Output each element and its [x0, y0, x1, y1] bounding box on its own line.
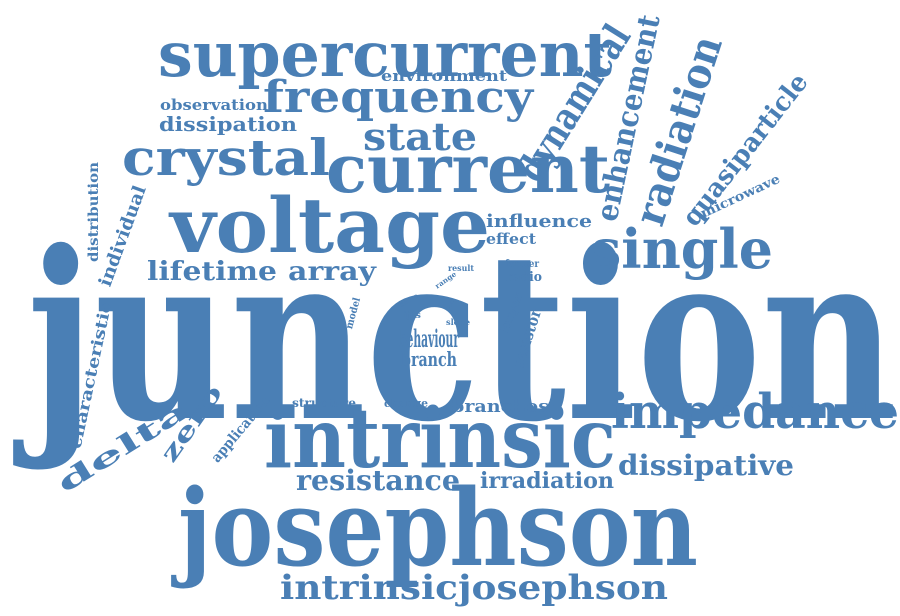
word-delta: behaviour: [399, 324, 459, 353]
word-branches: branches: [451, 397, 549, 417]
word-influence: influence: [486, 211, 592, 232]
word-dissipative: dissipative: [618, 449, 794, 482]
word-resistance: resistance: [296, 464, 460, 497]
word-intrinsic: intrinsic: [264, 391, 616, 487]
word-ijjs: ijjs: [403, 311, 421, 321]
word-junction: junction: [13, 200, 897, 473]
word-former: former: [505, 259, 540, 270]
word-environment: environment: [381, 67, 507, 85]
word-rcsj: rcsj: [447, 298, 455, 311]
word-distribution: distribution: [86, 162, 102, 262]
word-change: change: [384, 397, 428, 410]
word-intrinsicjosephson: intrinsicjosephson: [280, 568, 668, 608]
word-slope: slope: [446, 317, 470, 327]
word-irradiation: irradiation: [480, 468, 614, 494]
word-supercurrent: supercurrent: [158, 18, 612, 91]
word-radio: radio: [506, 270, 542, 285]
word-dissipation: dissipation: [159, 112, 298, 136]
word-structure: structure: [292, 396, 356, 410]
word-zero: branch: [401, 347, 457, 371]
word-voltage: voltage: [168, 181, 490, 270]
word-array: array: [288, 257, 377, 287]
word-single: single: [591, 217, 773, 281]
word-lifetime: lifetime: [147, 257, 277, 287]
word-state: state: [363, 114, 477, 159]
word-crystal: crystal: [122, 128, 330, 187]
word-current: current: [326, 130, 611, 208]
word-frequency: frequency: [263, 72, 535, 123]
word-effect: effect: [486, 230, 536, 248]
word-impedance: impedance: [611, 384, 899, 440]
word-observation: observation: [160, 96, 268, 114]
word-josephson: josephson: [171, 465, 698, 590]
word-result: result: [448, 263, 474, 273]
